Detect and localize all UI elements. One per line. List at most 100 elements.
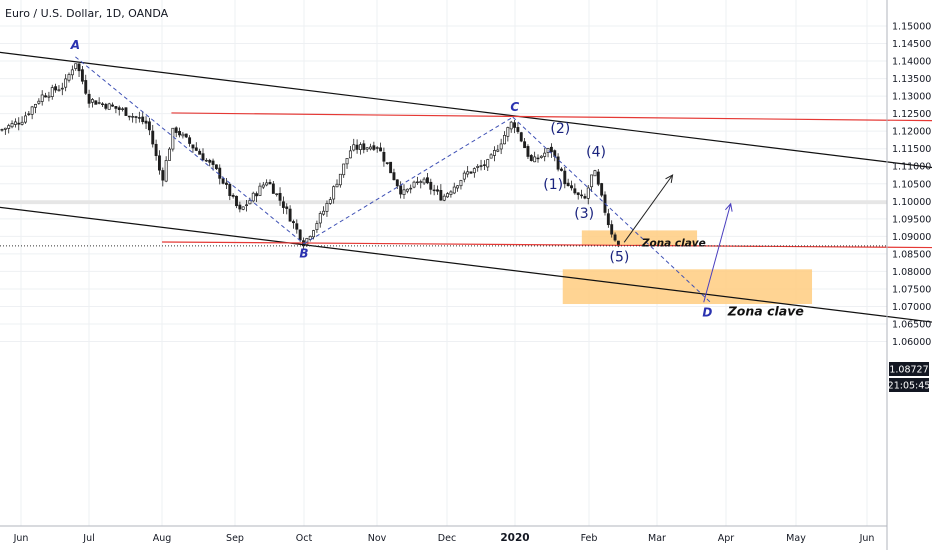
key-zones xyxy=(562,230,813,305)
candle xyxy=(141,111,145,125)
candle xyxy=(419,179,423,189)
candle xyxy=(117,105,121,116)
candle xyxy=(338,173,342,188)
countdown: 21:05:45 xyxy=(888,381,931,392)
candle xyxy=(161,167,165,187)
candle xyxy=(211,158,215,171)
y-tick-label: 1.12000 xyxy=(892,127,931,138)
point-label-d: D xyxy=(702,305,712,319)
candle xyxy=(523,137,527,149)
x-tick-label: Aug xyxy=(153,533,172,544)
candle xyxy=(67,72,71,83)
candle xyxy=(275,193,279,197)
candle xyxy=(268,179,272,185)
candle xyxy=(235,195,238,209)
candle xyxy=(429,178,433,195)
candle xyxy=(426,172,429,185)
x-tick-labels: Jun Jul Aug Sep Oct Nov Dec 2020 Feb Mar Apr May Jun xyxy=(13,532,875,544)
candle xyxy=(97,97,101,105)
candle xyxy=(452,182,456,195)
y-tick-label: 1.06000 xyxy=(892,337,931,348)
candle xyxy=(74,63,78,71)
candle xyxy=(295,219,299,234)
abcd-leg-CD xyxy=(512,116,711,303)
annotation-labels: Zona clave Zona clave A B C D (1) (2) (3) (4) (5) xyxy=(70,38,804,319)
candle xyxy=(526,144,530,160)
candle xyxy=(596,169,600,187)
candle xyxy=(529,154,533,162)
candle xyxy=(332,185,336,204)
lower-channel xyxy=(0,206,932,323)
candle xyxy=(328,196,332,205)
x-tick-label: 2020 xyxy=(500,532,529,544)
candle xyxy=(147,117,151,136)
y-tick-label: 1.14500 xyxy=(892,39,931,50)
candle xyxy=(479,159,483,171)
candle xyxy=(536,154,540,163)
candle xyxy=(107,102,111,110)
candle xyxy=(556,153,560,172)
y-tick-label: 1.08000 xyxy=(892,267,931,278)
candle xyxy=(164,156,168,183)
candle xyxy=(493,146,496,162)
y-tick-label: 1.06500 xyxy=(892,320,931,331)
candle xyxy=(181,132,185,139)
candle xyxy=(472,167,476,178)
x-tick-label: Jul xyxy=(82,533,94,544)
candle xyxy=(54,83,58,93)
wave-label-3: (3) xyxy=(574,206,594,222)
candle xyxy=(225,178,228,189)
x-tick-label: Feb xyxy=(581,533,598,544)
candle xyxy=(60,82,64,96)
candle xyxy=(563,166,567,189)
candle xyxy=(27,111,31,117)
wave-label-1: (1) xyxy=(543,177,563,193)
candle xyxy=(382,147,386,167)
candle xyxy=(610,220,614,238)
candle xyxy=(570,180,573,191)
x-tick-label: Apr xyxy=(718,533,735,544)
candle xyxy=(258,182,262,196)
candle xyxy=(40,90,44,106)
candle xyxy=(449,190,453,198)
candle xyxy=(127,115,131,121)
candle xyxy=(131,112,135,123)
candle xyxy=(144,116,148,129)
y-tick-label: 1.07000 xyxy=(892,302,931,313)
candle xyxy=(158,150,161,175)
candle xyxy=(171,127,175,152)
y-tick-label: 1.08500 xyxy=(892,249,931,260)
candle xyxy=(600,182,604,198)
candle xyxy=(466,166,470,178)
candle xyxy=(489,153,493,159)
candle xyxy=(342,163,346,178)
countdown-box xyxy=(889,378,929,392)
candle xyxy=(248,197,252,205)
y-tick-label: 1.11000 xyxy=(892,162,931,173)
candle xyxy=(385,162,389,165)
candle xyxy=(499,138,503,155)
candle xyxy=(90,98,94,108)
y-tick-label: 1.09000 xyxy=(892,232,931,243)
x-tick-label: Nov xyxy=(368,533,387,544)
candle xyxy=(566,178,570,187)
wave-label-5: (5) xyxy=(610,250,630,266)
candle xyxy=(503,131,506,145)
candle xyxy=(3,127,7,135)
candle xyxy=(576,192,580,200)
candle xyxy=(20,116,24,126)
x-tick-label: Sep xyxy=(226,533,244,544)
candle xyxy=(348,146,352,159)
candle xyxy=(459,179,463,190)
candle xyxy=(422,177,426,185)
candle xyxy=(506,126,510,142)
candle xyxy=(375,146,379,153)
candle xyxy=(214,164,218,171)
candle xyxy=(593,169,597,177)
candle xyxy=(87,89,91,108)
candle xyxy=(13,118,17,128)
candle xyxy=(188,135,192,147)
y-tick-label: 1.14000 xyxy=(892,57,931,68)
candle xyxy=(124,107,128,116)
